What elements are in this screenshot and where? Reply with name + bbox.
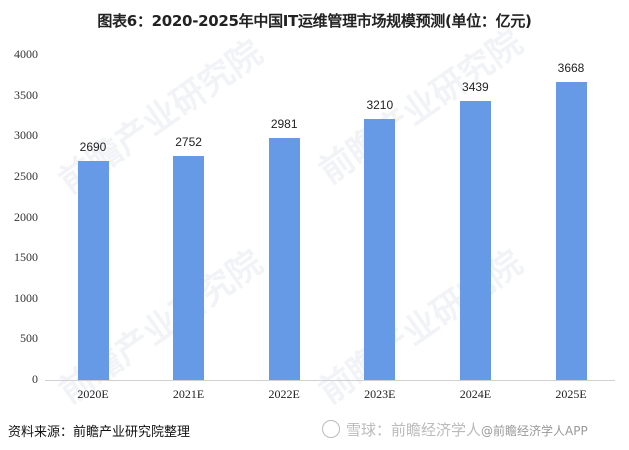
bar-2022E	[268, 137, 300, 380]
xueqiu-logo-icon	[322, 420, 340, 438]
x-tick-label: 2021E	[172, 387, 205, 401]
y-tick-label: 0	[32, 372, 38, 386]
y-tick-label: 2000	[14, 209, 38, 224]
y-tick-label: 1000	[14, 290, 38, 305]
value-label: 2981	[270, 116, 298, 131]
bar-2023E	[364, 119, 396, 380]
y-tick-label: 3500	[14, 87, 38, 102]
watermark-tail: @前瞻经济学人APP	[481, 424, 588, 438]
y-tick-label: 3000	[14, 128, 38, 143]
xueqiu-watermark: 雪球：前瞻经济学人@前瞻经济学人APP	[322, 419, 588, 440]
x-tick-label: 2025E	[555, 387, 587, 401]
x-tick-label: 2023E	[364, 387, 396, 401]
y-tick-label: 500	[20, 331, 38, 346]
bar-2024E	[459, 100, 491, 380]
background-watermark: 前瞻产业研究院	[312, 22, 530, 193]
x-tick-label: 2022E	[268, 387, 300, 401]
y-tick-label: 2500	[14, 168, 38, 183]
x-axis-line	[45, 380, 615, 381]
value-label: 3439	[462, 79, 489, 94]
value-label: 2690	[79, 140, 107, 155]
bar-2020E	[77, 161, 109, 380]
value-label: 3668	[557, 60, 585, 75]
chart-title: 图表6：2020-2025年中国IT运维管理市场规模预测(单位：亿元)	[97, 12, 532, 30]
value-label: 3210	[366, 98, 394, 113]
y-tick-label: 1500	[14, 250, 38, 265]
bar-2021E	[173, 156, 205, 380]
bar-2025E	[555, 81, 587, 380]
x-tick-label: 2024E	[459, 387, 492, 401]
value-label: 2752	[175, 135, 202, 150]
watermark-prefix: 雪球：前瞻经济学人	[346, 421, 482, 439]
source-note: 资料来源：前瞻产业研究院整理	[8, 425, 191, 440]
y-tick-label: 4000	[14, 47, 38, 61]
x-tick-label: 2020E	[77, 387, 109, 401]
